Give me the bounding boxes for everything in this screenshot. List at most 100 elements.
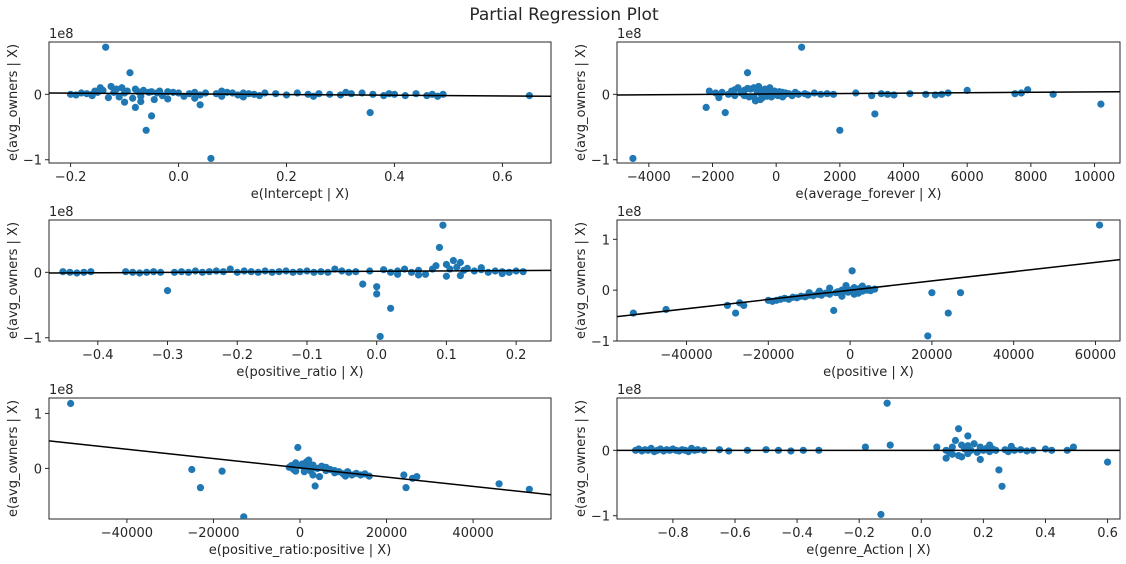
data-point [442,272,451,280]
x-tick-label: 0.4 [1035,526,1056,541]
x-tick-label: 0 [846,348,854,363]
data-point [293,89,301,97]
x-axis-label: e(average_forever | X) [795,187,941,202]
data-point [755,82,763,91]
data-point [112,85,121,93]
x-axis-label: e(Intercept | X) [251,187,349,202]
data-point [964,432,972,440]
x-axis-label: e(genre_Action | X) [806,543,930,558]
data-point [218,87,226,95]
y-tick-label: 0 [602,284,610,299]
data-point [998,482,1006,490]
x-tick-label: −0.8 [657,526,689,541]
subplot-3: −0.4 −0.3 −0.2 −0.1 0.0 0.1 0.2 −1 0 1e8 e(positiv… [6,205,552,380]
data-point [842,281,850,290]
data-point [731,86,739,94]
data-point [519,268,527,276]
data-point [272,90,280,98]
data-point [380,266,388,274]
data-point [240,513,248,519]
x-tick-label: −0.1 [291,348,323,363]
data-point [861,443,869,451]
data-point [212,267,220,275]
data-point [836,126,844,134]
data-point [59,268,67,276]
data-point [342,88,350,96]
data-point [373,283,381,291]
x-tick-label: 0.2 [276,170,297,185]
data-point [1095,221,1104,229]
data-point [1011,90,1019,98]
x-tick-label: −0.4 [781,526,813,541]
data-point [743,84,752,93]
data-point [798,43,806,51]
x-tick-label: 4000 [887,170,920,185]
data-point [924,332,932,340]
data-point [369,90,377,98]
data-point [373,290,381,298]
subplot-4: −40000 −20000 0 20000 40000 60000 −1 0 1 1e8 e(pos… [574,205,1121,380]
data-point [394,270,402,278]
subplot-2: −4000 −2000 0 2000 4000 6000 8000 10000 −1 0 1e8 e(… [574,27,1121,202]
data-point [877,510,885,519]
figure-title: Partial Regression Plot [469,5,659,25]
data-point [261,89,269,97]
subplot-6: −0.8 −0.6 −0.4 −0.2 0.0 0.2 0.4 0.6 −1 0 1e8 e(genr… [574,383,1121,558]
data-point [366,109,374,117]
data-point [1097,100,1105,108]
data-point [142,126,150,134]
data-point [129,94,137,102]
scatter-points [629,221,1104,340]
y-tick-label: 1 [34,407,42,422]
data-point [150,95,158,104]
x-tick-label: 0.1 [436,348,457,363]
data-point [743,69,752,77]
data-point [948,450,956,458]
data-point [763,86,771,94]
data-point [413,473,421,481]
data-point [629,154,637,163]
data-point [191,267,200,275]
y-tick-label: −1 [591,510,610,525]
data-point [412,90,420,98]
data-point [830,306,838,315]
data-point [922,90,930,98]
y-axis-label: e(avg_owners | X) [6,222,21,339]
data-point [188,465,196,474]
y-tick-label: −1 [591,335,610,350]
data-point [300,468,308,476]
data-point [958,453,966,461]
data-point [976,455,984,464]
data-point [750,93,758,101]
data-point [970,440,978,448]
fit-line [49,269,551,274]
data-point [309,92,318,100]
data-point [207,154,215,163]
x-tick-label: 0.0 [168,170,189,185]
data-point [191,94,199,102]
data-point [115,93,123,101]
data-point [376,332,384,341]
data-point [477,264,485,272]
data-point [387,268,395,276]
y-axis-label: e(avg_owners | X) [574,400,589,517]
data-point [1103,458,1112,466]
data-point [292,467,300,475]
data-point [226,265,234,273]
data-point [315,473,324,481]
data-point [854,289,862,297]
data-point [740,92,748,100]
data-point [883,399,891,407]
data-point [365,472,373,480]
data-point [164,95,172,103]
y-offset-text: 1e8 [617,27,642,42]
data-point [928,289,936,297]
data-point [804,91,812,99]
data-point [120,98,129,106]
x-tick-label: 8000 [1014,170,1047,185]
x-tick-label: −4000 [627,170,671,185]
data-point [147,112,156,120]
data-point [498,270,506,278]
data-point [311,482,319,490]
